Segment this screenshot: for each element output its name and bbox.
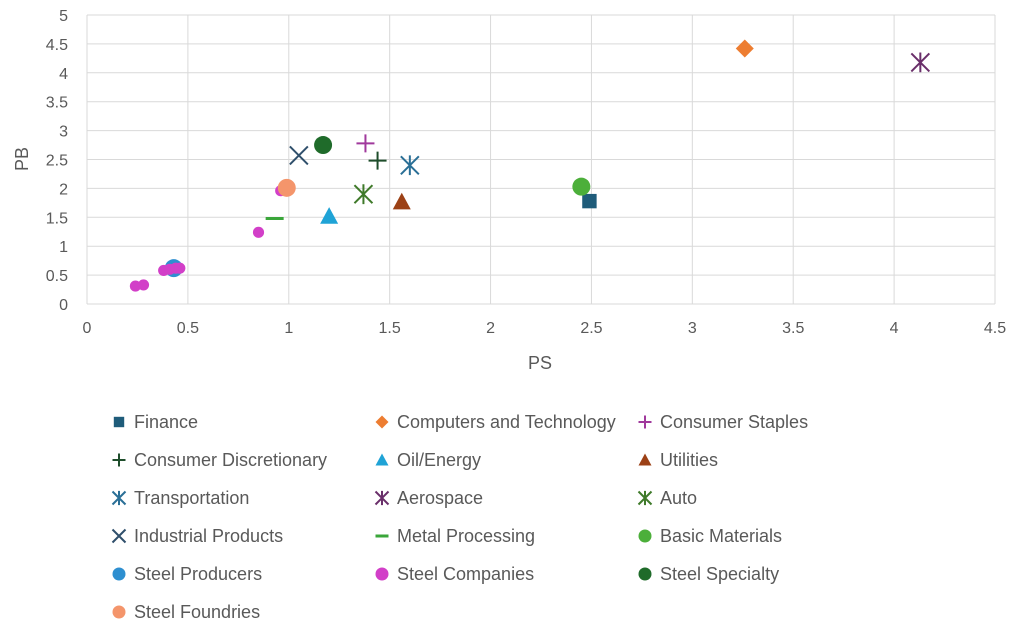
legend-item-steel-foundries: Steel Foundries [108,596,371,628]
y-tick-label: 0 [59,297,68,314]
x-tick-label: 1.5 [379,320,401,337]
y-tick-label: 2.5 [46,153,68,170]
legend-label: Finance [134,411,199,432]
data-point-transportation [400,155,420,176]
legend-item-consumer-staples: Consumer Staples [634,406,897,438]
data-point-aerospace [910,52,931,73]
x-tick-label: 0.5 [177,320,199,337]
y-tick-label: 4 [59,66,68,83]
legend-label: Utilities [660,449,719,470]
tick-labels: 0 0.5 1 1.5 2 2.5 3 3.5 4 4.5 0 0.5 1 1.5 2 2.5 3 3.5 4 4.5… [46,8,1006,337]
legend-label: Consumer Discretionary [134,449,328,470]
legend-item-steel-companies: Steel Companies [371,558,634,590]
legend-item-consumer-discretionary: Consumer Discretionary [108,444,371,476]
legend-marker-metal-processing [375,534,389,538]
legend-marker-steel-foundries [112,605,126,619]
data-point-utilities [392,192,411,210]
x-tick-label: 2.5 [580,320,602,337]
y-tick-label: 0.5 [46,268,68,285]
legend-item-industrial-products: Industrial Products [108,520,371,552]
legend-marker-steel-companies [375,567,389,581]
data-point-industrial-products [289,145,309,166]
legend-marker-consumer-discretionary [112,453,126,467]
legend-item-oil-energy: Oil/Energy [371,444,634,476]
data-point-finance [582,193,597,209]
data-points [129,39,931,292]
legend-label: Basic Materials [660,525,783,546]
legend-marker-industrial-products [111,528,127,544]
data-point-steel-companies [137,279,150,291]
legend-marker-auto [637,490,653,506]
legend-item-auto: Auto [634,482,897,514]
y-tick-label: 5 [59,8,68,25]
data-point-computers-and-technology [735,39,754,58]
legend-marker-computers-and-technology [375,415,389,429]
legend-label: Auto [660,487,698,508]
legend-item-steel-specialty: Steel Specialty [634,558,897,590]
legend-marker-steel-producers [112,567,126,581]
legend-item-steel-producers: Steel Producers [108,558,371,590]
chart-legend: Finance Computers and Technology Consumer … [108,406,1008,628]
data-point-steel-companies [174,262,186,274]
legend-label: Steel Specialty [660,563,780,584]
legend-item-finance: Finance [108,406,371,438]
legend-item-transportation: Transportation [108,482,371,514]
legend-marker-consumer-staples [638,415,652,429]
data-point-steel-specialty [314,136,333,155]
legend-marker-oil-energy [375,453,389,466]
legend-label: Consumer Staples [660,411,809,432]
legend-label: Metal Processing [397,525,536,546]
y-tick-label: 3.5 [46,95,68,112]
legend-marker-finance [113,416,125,428]
data-point-oil-energy [320,207,339,224]
x-tick-label: 3.5 [782,320,804,337]
legend-label: Aerospace [397,487,484,508]
legend-label: Oil/Energy [397,449,482,470]
data-point-steel-foundries [277,178,296,197]
x-tick-label: 1 [284,320,293,337]
legend-marker-steel-specialty [638,567,652,581]
legend-item-computers-and-technology: Computers and Technology [371,406,634,438]
legend-item-aerospace: Aerospace [371,482,634,514]
x-tick-label: 4 [890,320,899,337]
x-tick-label: 4.5 [984,320,1006,337]
legend-label: Steel Producers [134,563,263,584]
y-tick-label: 2 [59,181,68,198]
legend-marker-basic-materials [638,529,652,543]
legend-item-utilities: Utilities [634,444,897,476]
y-tick-label: 1 [59,239,68,256]
data-point-basic-materials [572,177,591,196]
legend-marker-aerospace [374,490,390,506]
legend-label: Steel Foundries [134,601,261,622]
x-axis-title: PS [528,353,552,373]
data-point-steel-companies [252,226,265,238]
x-tick-label: 2 [486,320,495,337]
legend-label: Steel Companies [397,563,535,584]
data-point-auto [353,184,374,205]
scatter-chart: 0 0.5 1 1.5 2 2.5 3 3.5 4 4.5 0 0.5 1 1.5 2 2.5 3 3.5 4 4.5… [12,8,1006,373]
legend-label: Computers and Technology [397,411,616,432]
gridlines [86,14,996,305]
y-tick-label: 1.5 [46,210,68,227]
y-tick-label: 3 [59,124,68,141]
x-tick-label: 3 [688,320,697,337]
legend-label: Transportation [134,487,250,508]
legend-marker-transportation [111,490,127,506]
data-point-consumer-staples [356,134,375,153]
legend-label: Industrial Products [134,525,284,546]
legend-marker-utilities [638,453,652,466]
legend-item-basic-materials: Basic Materials [634,520,897,552]
legend-item-metal-processing: Metal Processing [371,520,634,552]
y-tick-label: 4.5 [46,37,68,54]
data-point-consumer-discretionary [368,151,387,170]
y-axis-title: PB [12,147,32,171]
x-tick-label: 0 [83,320,92,337]
